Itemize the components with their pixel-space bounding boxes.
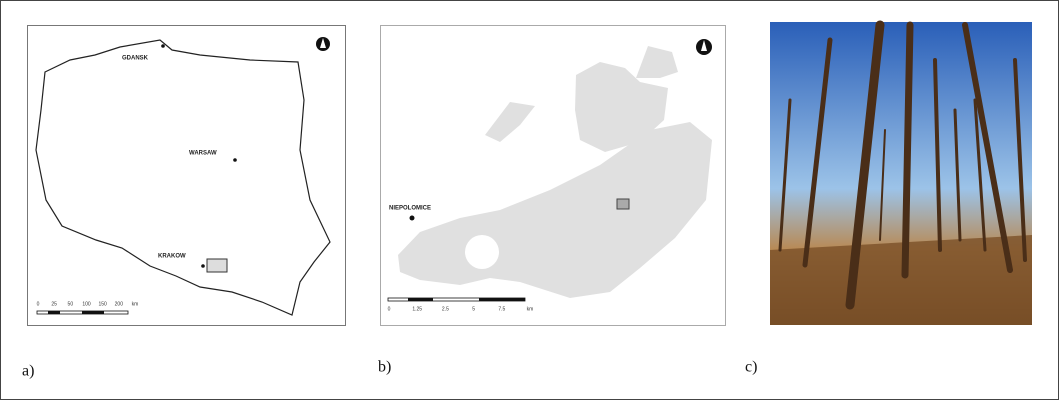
scale-label: km [132,301,139,307]
scale-label: 150 [98,301,107,307]
panel-label: b) [378,359,391,376]
city-dot [233,158,237,162]
scale-label: 25 [51,301,57,307]
scale-bar-seg [408,298,433,301]
city-label: WARSAW [189,151,217,157]
scale-label: 1.25 [412,306,422,312]
forest-gap [465,235,499,269]
city-dot [201,264,205,268]
scale-label: 50 [68,301,74,307]
study-area-box [207,259,227,272]
scale-label: 200 [115,301,124,307]
panel-b: NIEPOLOMICE 0 1.25 2.5 5 7.5 km b) [378,26,726,376]
scale-label: 0 [37,301,40,307]
scale-label: 7.5 [498,306,505,312]
scale-bar-seg [48,311,60,314]
city-dot [161,44,165,48]
figure: GDANSK WARSAW KRAKOW 02550100150200km a)… [0,0,1059,400]
study-area-box [617,199,629,209]
scale-label: km [527,306,534,312]
scale-bar-seg [479,298,525,301]
panel-c: c) [745,22,1032,376]
scale-label: 2.5 [442,306,449,312]
scale-label: 0 [388,306,391,312]
scale-label: 5 [472,306,475,312]
panel-label: c) [745,359,757,376]
town-label: NIEPOLOMICE [389,206,431,212]
scale-bar-seg [82,311,104,314]
town-dot [410,216,415,221]
city-label: KRAKOW [158,254,186,260]
city-label: GDANSK [122,56,149,62]
panel-label: a) [22,363,34,380]
scale-label: 100 [82,301,91,307]
